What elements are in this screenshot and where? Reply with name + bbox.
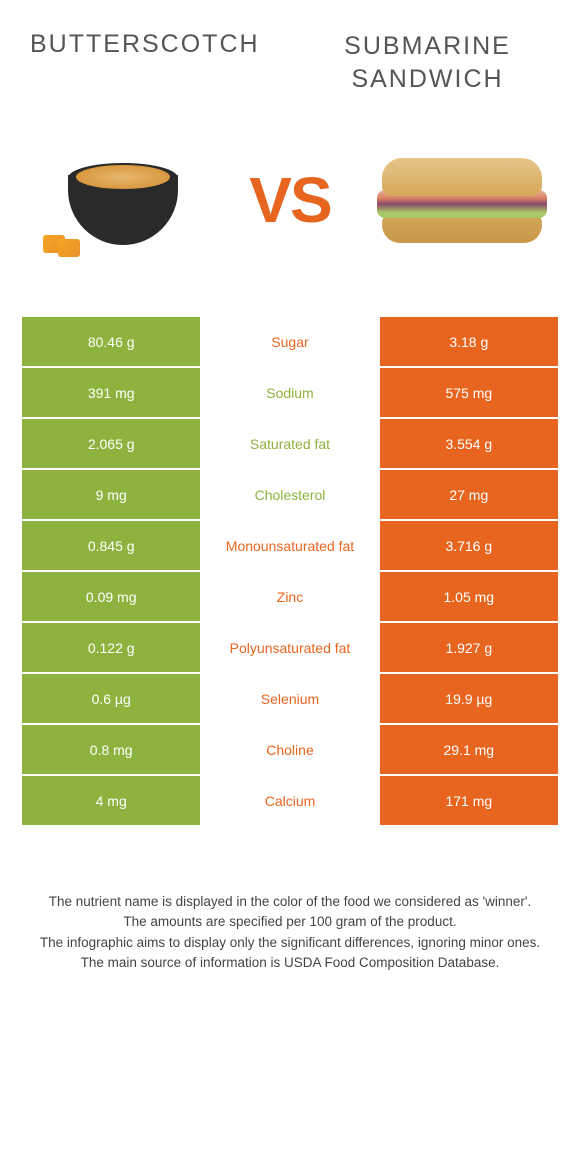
comparison-table: 80.46 gSugar3.18 g391 mgSodium575 mg2.06… [20, 315, 560, 827]
footer-line-4: The main source of information is USDA F… [25, 953, 555, 973]
footer-line-3: The infographic aims to display only the… [25, 933, 555, 953]
table-row: 80.46 gSugar3.18 g [22, 317, 558, 366]
left-value: 9 mg [22, 470, 200, 519]
table-row: 391 mgSodium575 mg [22, 368, 558, 417]
left-value: 4 mg [22, 776, 200, 825]
table-row: 9 mgCholesterol27 mg [22, 470, 558, 519]
sandwich-image [377, 140, 537, 260]
nutrient-name: Choline [202, 725, 377, 774]
left-value: 0.122 g [22, 623, 200, 672]
images-row: VS [20, 135, 560, 265]
table-row: 0.8 mgCholine29.1 mg [22, 725, 558, 774]
right-value: 3.716 g [380, 521, 558, 570]
nutrient-name: Polyunsaturated fat [202, 623, 377, 672]
right-value: 1.05 mg [380, 572, 558, 621]
right-value: 171 mg [380, 776, 558, 825]
table-row: 0.09 mgZinc1.05 mg [22, 572, 558, 621]
right-value: 3.18 g [380, 317, 558, 366]
table-row: 0.122 gPolyunsaturated fat1.927 g [22, 623, 558, 672]
left-value: 0.6 µg [22, 674, 200, 723]
right-value: 29.1 mg [380, 725, 558, 774]
left-value: 0.845 g [22, 521, 200, 570]
nutrient-name: Sugar [202, 317, 377, 366]
right-value: 3.554 g [380, 419, 558, 468]
left-value: 2.065 g [22, 419, 200, 468]
nutrient-name: Saturated fat [202, 419, 377, 468]
table-row: 4 mgCalcium171 mg [22, 776, 558, 825]
right-value: 1.927 g [380, 623, 558, 672]
right-value: 575 mg [380, 368, 558, 417]
table-row: 2.065 gSaturated fat3.554 g [22, 419, 558, 468]
nutrient-name: Selenium [202, 674, 377, 723]
right-value: 19.9 µg [380, 674, 558, 723]
left-value: 0.09 mg [22, 572, 200, 621]
vs-text: VS [249, 163, 330, 237]
footer-line-1: The nutrient name is displayed in the co… [25, 892, 555, 912]
title-left: BUTTERSCOTCH [20, 30, 295, 59]
table-row: 0.6 µgSelenium19.9 µg [22, 674, 558, 723]
right-value: 27 mg [380, 470, 558, 519]
title-right: SUBMARINESANDWICH [295, 30, 560, 95]
nutrient-name: Sodium [202, 368, 377, 417]
left-value: 391 mg [22, 368, 200, 417]
left-value: 0.8 mg [22, 725, 200, 774]
nutrient-name: Monounsaturated fat [202, 521, 377, 570]
footer-notes: The nutrient name is displayed in the co… [20, 892, 560, 973]
header: BUTTERSCOTCH SUBMARINESANDWICH [20, 30, 560, 95]
nutrient-name: Calcium [202, 776, 377, 825]
nutrient-name: Cholesterol [202, 470, 377, 519]
left-value: 80.46 g [22, 317, 200, 366]
butterscotch-image [43, 140, 203, 260]
table-row: 0.845 gMonounsaturated fat3.716 g [22, 521, 558, 570]
nutrient-name: Zinc [202, 572, 377, 621]
footer-line-2: The amounts are specified per 100 gram o… [25, 912, 555, 932]
